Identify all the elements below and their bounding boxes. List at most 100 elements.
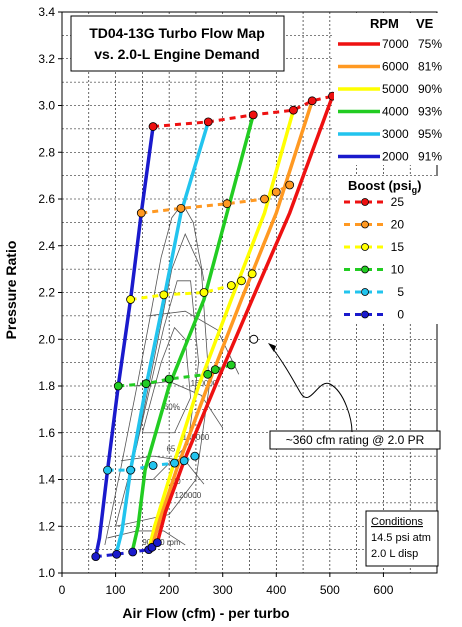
boost-legend-marker: [361, 198, 369, 206]
operating-point-10psi: [203, 369, 213, 379]
speed-line: [120, 455, 205, 485]
boost-legend-marker: [361, 288, 369, 296]
x-tick-label: 100: [106, 583, 126, 597]
boost-legend-psi: 20: [391, 218, 405, 232]
y-tick-label: 2.0: [38, 332, 55, 346]
rpm-legend-ve: 75%: [418, 37, 442, 51]
operating-point-0psi: [91, 552, 101, 562]
boost-legend-marker: [361, 265, 369, 274]
rpm-legend: RPM VE 7000 75% 6000 81% 5000 90% 4000 93% 3000 9…: [334, 13, 448, 165]
y-tick-label: 2.6: [38, 192, 55, 206]
y-axis-label: Pressure Ratio: [3, 241, 19, 340]
operating-point-0psi: [152, 538, 162, 548]
x-tick-label: 500: [320, 583, 340, 597]
rpm-line-5000: [147, 109, 296, 551]
y-tick-label: 1.0: [38, 566, 55, 580]
operating-point-10psi: [226, 360, 236, 370]
boost-legend: Boost (psig) 25 20 15 10 5 0: [334, 176, 448, 324]
rpm-legend-rpm: 3000: [382, 127, 409, 141]
efficiency-label: 65: [166, 444, 175, 453]
operating-point-15psi: [159, 290, 169, 300]
operating-point-15psi: [126, 295, 135, 304]
y-tick-label: 1.8: [38, 379, 55, 393]
operating-point-5psi: [126, 465, 135, 475]
rpm-legend-header: RPM: [370, 16, 399, 31]
operating-point-5psi: [148, 461, 158, 470]
operating-point-25psi: [307, 96, 317, 106]
x-tick-label: 300: [213, 583, 233, 597]
speed-line-label: 140000: [183, 433, 210, 442]
rpm-line-6000: [150, 100, 314, 548]
ve-legend-header: VE: [416, 16, 434, 31]
operating-point-10psi: [164, 374, 174, 384]
rating-annotation-text: ~360 cfm rating @ 2.0 PR: [286, 433, 425, 447]
efficiency-label: 60%: [164, 402, 180, 411]
title-box: TD04-13G Turbo Flow Map vs. 2.0-L Engine…: [70, 15, 285, 72]
boost-line-20psi: [141, 183, 291, 215]
x-tick-label: 400: [266, 583, 286, 597]
x-axis-label: Air Flow (cfm) - per turbo: [122, 605, 289, 621]
x-tick-label: 200: [159, 583, 179, 597]
efficiency-island: [141, 326, 191, 434]
annotation-leader: [269, 344, 353, 433]
operating-point-25psi: [203, 117, 213, 127]
rating-point: [249, 334, 259, 344]
rpm-legend-ve: 81%: [418, 60, 442, 74]
x-tick-label: 600: [373, 583, 393, 597]
operating-points: [91, 91, 337, 562]
boost-legend-psi: 25: [391, 195, 405, 209]
boost-legend-header-main: Boost (psi: [348, 178, 412, 193]
operating-point-20psi: [136, 208, 146, 218]
operating-point-5psi: [103, 465, 112, 475]
conditions-box: Conditions 14.5 psi atm 2.0 L disp: [365, 510, 439, 567]
rpm-legend-ve: 95%: [418, 127, 442, 141]
operating-point-20psi: [285, 180, 295, 190]
conditions-title: Conditions: [371, 516, 423, 528]
y-tick-label: 3.4: [38, 5, 55, 19]
rpm-legend-rpm: 7000: [382, 37, 409, 51]
boost-lines: [95, 94, 333, 559]
efficiency-island: [128, 280, 200, 480]
operating-point-20psi: [222, 199, 232, 209]
rpm-legend-rpm: 6000: [382, 60, 409, 74]
boost-legend-header: Boost (psig): [348, 178, 421, 195]
rpm-legend-ve: 90%: [418, 82, 442, 96]
surge-line: [104, 202, 205, 546]
operating-point-15psi: [237, 276, 246, 286]
rpm-line-4000: [131, 114, 255, 551]
conditions-line-atm: 14.5 psi atm: [371, 532, 431, 544]
boost-legend-header-sub: g: [412, 185, 418, 195]
operating-point-25psi: [248, 110, 258, 120]
y-tick-label: 2.8: [38, 145, 55, 159]
boost-legend-marker: [361, 310, 369, 319]
rpm-legend-ve: 91%: [418, 150, 442, 164]
operating-point-25psi: [148, 122, 158, 131]
operating-point-0psi: [112, 549, 122, 559]
chart-title-line1: TD04-13G Turbo Flow Map: [89, 25, 265, 41]
operating-point-15psi: [199, 288, 209, 297]
operating-point-10psi: [141, 379, 151, 389]
rpm-legend-rpm: 5000: [382, 82, 409, 96]
y-tick-label: 2.2: [38, 286, 55, 300]
operating-point-10psi: [210, 365, 220, 375]
axes: 0 100 200 300 400 500 6001.01.21.41.61.82.02.2…: [38, 5, 438, 597]
boost-legend-marker: [361, 243, 369, 251]
operating-point-25psi: [289, 105, 298, 115]
y-tick-label: 1.6: [38, 426, 55, 440]
boost-legend-psi: 0: [397, 308, 404, 322]
boost-legend-header-close: ): [417, 178, 421, 193]
operating-point-20psi: [176, 203, 186, 213]
rpm-legend-rpm: 4000: [382, 105, 409, 119]
y-tick-label: 1.4: [38, 473, 55, 487]
x-tick-label: 0: [59, 583, 66, 597]
y-tick-label: 1.2: [38, 519, 55, 533]
operating-point-20psi: [260, 194, 269, 204]
chart-title-line2: vs. 2.0-L Engine Demand: [94, 46, 259, 62]
y-tick-label: 2.4: [38, 239, 55, 253]
rating-annotation: ~360 cfm rating @ 2.0 PR: [268, 343, 441, 450]
boost-legend-psi: 15: [391, 240, 405, 254]
operating-point-5psi: [179, 456, 189, 466]
y-tick-label: 3.0: [38, 99, 55, 113]
rpm-line-3000: [114, 121, 210, 553]
